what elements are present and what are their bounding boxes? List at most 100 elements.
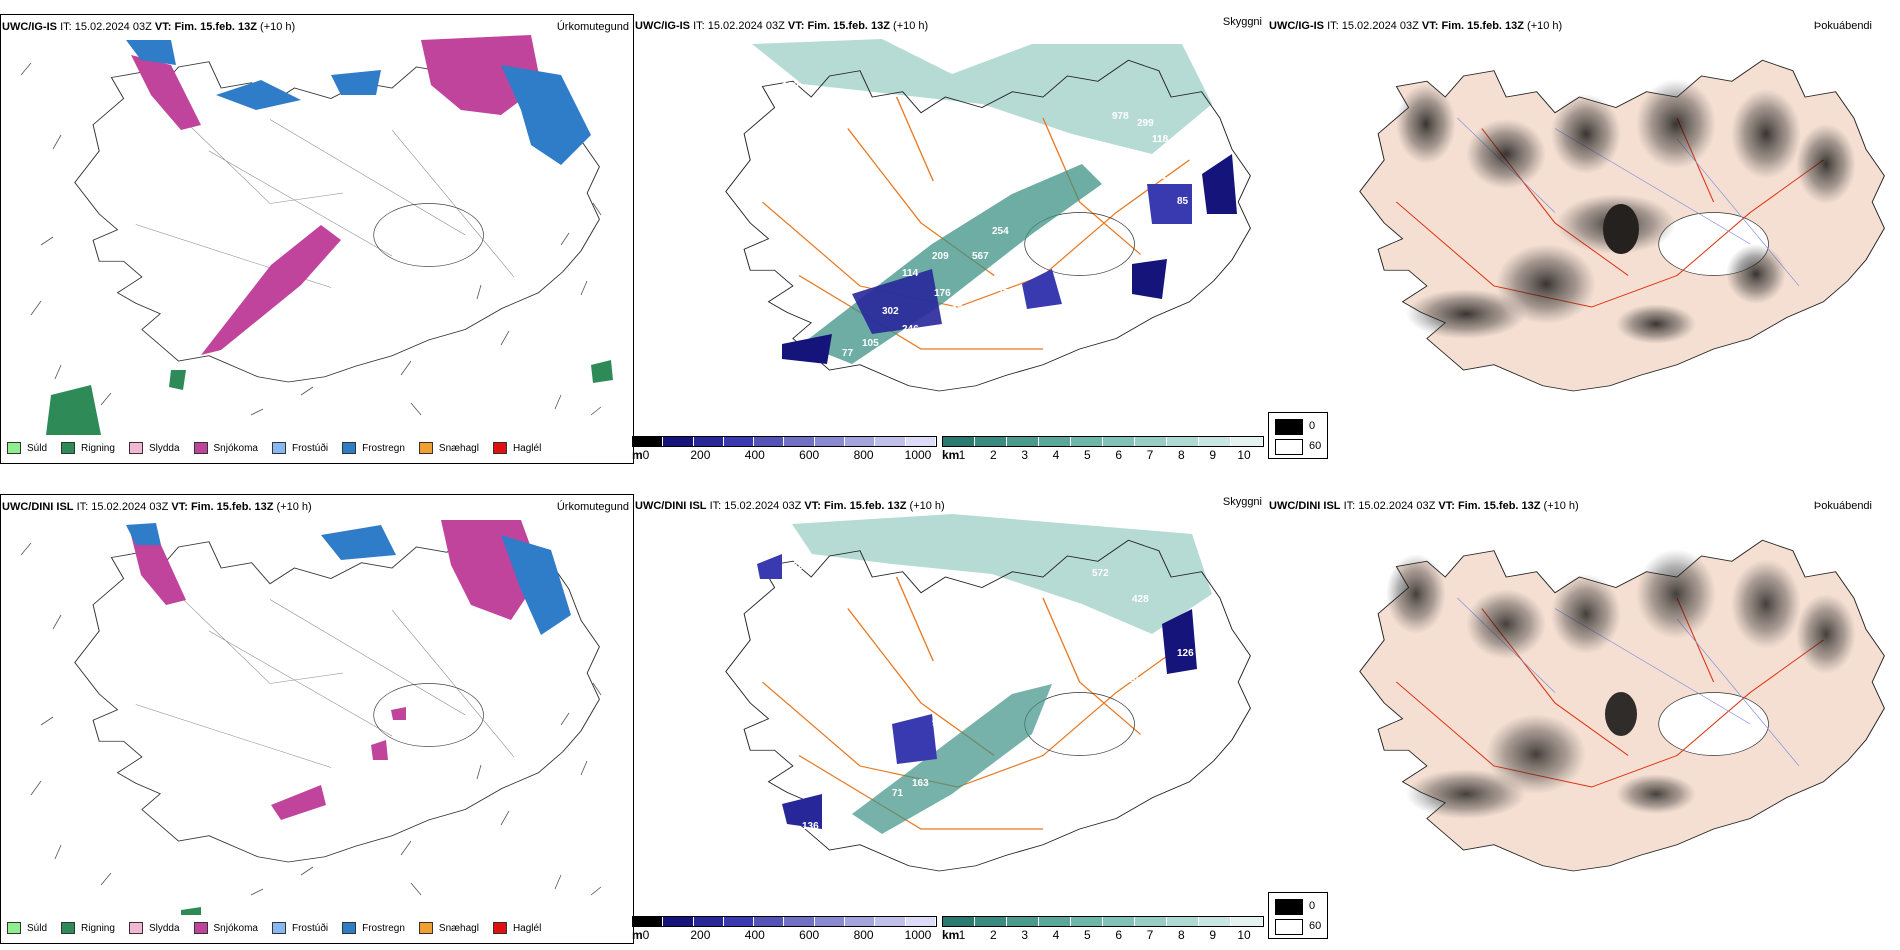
fog-legend-label: 0 [1309,900,1316,912]
ceiling-value-label: 169 [1107,191,1124,202]
colorbar-tick: 200 [690,928,711,942]
precip-panel-ig: UWC/IG-IS IT: 15.02.2024 03Z VT: Fim. 15… [0,14,634,464]
fog-panel-ig: UWC/IG-IS IT: 15.02.2024 03Z VT: Fim. 15… [1266,14,1900,462]
ceiling-value-label: 85 [1177,196,1189,207]
ceiling-area [892,714,937,764]
colorbar-tick: 600 [799,928,820,942]
colorbar-cell [1039,437,1071,446]
colorbar-cell [845,917,876,926]
legend-label: Frostúði [291,922,329,934]
snow-area [421,35,541,115]
colorbar-cell [1071,917,1103,926]
legend-item: Frostúði [271,442,328,454]
fog-legend-label: 60 [1309,920,1322,932]
legend-item: Súld [7,922,47,934]
ceiling-value-label: 250 [1102,664,1119,675]
colorbar-cell [1103,917,1135,926]
legend-label: Súld [27,442,48,454]
ceiling-value-label: 209 [932,251,949,262]
legend-label: Snjókoma [213,442,258,454]
legend-item: Rigning [61,442,115,454]
ceiling-value-label: 129 [1162,176,1179,187]
snow-area [201,225,341,355]
fog-legend: 0 60 [1268,892,1328,939]
ceiling-area [1022,269,1062,309]
ceiling-value-label: 118 [1152,134,1169,145]
colorbar-cell [905,437,936,446]
precip-legend: Súld Rigning Slydda Snjókoma Frostúði Frostre… [7,919,555,937]
panel-title: Þokuábendi [1813,20,1872,32]
fog-legend-label: 0 [1309,420,1316,432]
fog-intensity [1386,549,1856,819]
colorbar-cell [633,917,664,926]
ceiling-value-label: 254 [992,226,1009,237]
colorbar-tick: 8 [1177,448,1185,462]
colorbar-tick: 7 [1146,928,1154,942]
ceiling-value-label: 71 [892,788,904,799]
ceiling-value-label: 114 [902,268,919,279]
colorbar-tick: 1 [958,448,966,462]
cloud-panel-ig: UWC/IG-IS IT: 15.02.2024 03Z VT: Fim. 15… [632,14,1266,462]
colorbar-tick: 1000 [904,928,932,942]
colorbar-tick: 9 [1209,448,1216,462]
ceiling-value-label: 978 [1112,111,1129,122]
legend-swatch [7,442,21,454]
colorbar-cell [784,917,815,926]
rain-area [591,360,613,383]
colorbar-tick: 400 [744,448,765,462]
legend-label: Rigning [81,442,115,454]
colorbar-cell [845,437,876,446]
ceiling-value-label: 208 [1012,268,1029,279]
freezing-rain-area [321,525,396,560]
colorbar-cell [814,437,846,446]
cloud-map: 478 404 572 428 306 250 185 224 126 81 163 71 136 117… [725,514,1252,872]
ceiling-value-label: 105 [862,338,879,349]
visibility-colorbar: km 1 2 3 4 5 6 7 8 9 10 [942,436,1264,468]
colorbar-cell [1039,917,1071,926]
ceiling-value-label: 77 [842,348,854,359]
colorbar-tick: 3 [1021,448,1028,462]
snow-area [131,535,186,605]
legend-item: Súld [7,442,47,454]
ceiling-value-label: 97 [902,328,914,339]
colorbar-tick: 10 [1237,928,1251,942]
ceiling-value-label: 274 [997,288,1014,299]
legend-label: Frostregn [362,442,405,454]
ceiling-area [782,794,822,829]
ceiling-value-label: 572 [1092,568,1109,579]
legend-item: Snjókoma [193,442,258,454]
legend-swatch [271,922,286,934]
ceiling-value-label: 567 [972,251,989,262]
ceiling-value-label: 306 [1107,641,1124,652]
colorbar-cell [1135,917,1167,926]
ceiling-value-label: 404 [817,584,834,595]
colorbar-cell [784,437,815,446]
legend-item: Snjókoma [193,922,258,934]
colorbar-tick: 200 [690,448,711,462]
colorbar-cell [1199,917,1231,926]
ceiling-area [852,269,942,334]
colorbar-cell [1231,917,1263,926]
rain-area [181,907,201,915]
fog-map [1359,59,1886,392]
legend-swatch [342,922,357,934]
fog-panel-dini: UWC/DINI ISL IT: 15.02.2024 03Z VT: Fim.… [1266,494,1900,942]
colorbar-cell [975,437,1007,446]
ceiling-value-label: 251 [1110,156,1127,167]
colorbar-tick: 6 [1115,448,1122,462]
colorbar-cell [975,917,1007,926]
rain-area [169,370,186,390]
legend-item: Haglél [492,442,541,454]
legend-item: Snæhagl [418,922,479,934]
ceiling-value-label: 299 [1137,118,1154,129]
colorbar-cell [875,437,906,446]
colorbar-cell [754,437,785,446]
ceiling-value-label: 81 [1152,666,1164,677]
colorbar-tick: 9 [1209,928,1216,942]
colorbar-tick: 600 [799,448,820,462]
snow-area [371,740,388,760]
legend-swatch [492,442,507,454]
colorbar-tick: 0 [642,928,650,942]
freezing-rain-area [216,80,301,110]
panel-title: Skyggni [1222,496,1262,508]
